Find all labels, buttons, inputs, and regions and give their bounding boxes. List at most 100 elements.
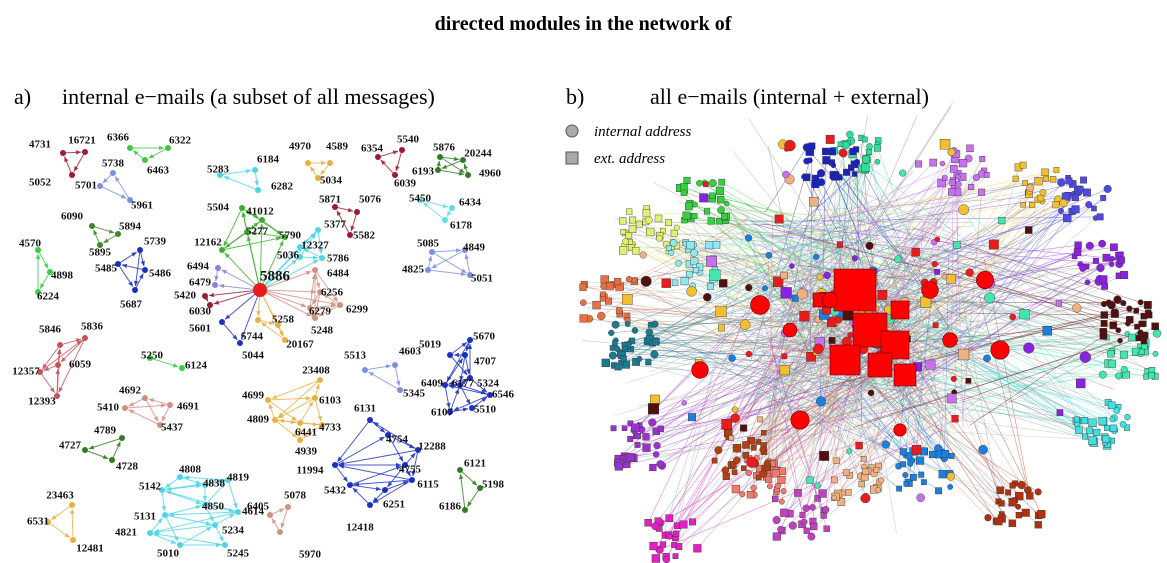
arrow-head	[93, 229, 98, 236]
arrow-head	[387, 481, 393, 487]
node	[988, 239, 999, 250]
figure-title: directed modules in the network of	[435, 13, 732, 35]
node	[842, 469, 850, 476]
hub-node	[921, 281, 939, 299]
node	[958, 159, 968, 168]
arrow-head	[133, 150, 139, 156]
edge	[165, 490, 239, 513]
node	[939, 160, 946, 167]
arrow-head	[446, 402, 451, 409]
edge	[695, 348, 855, 368]
node	[1074, 241, 1082, 249]
node	[467, 272, 473, 278]
node	[689, 518, 696, 526]
node	[1086, 427, 1093, 435]
node-label: 6124	[185, 360, 208, 372]
arrow-head	[310, 166, 315, 172]
node	[642, 443, 651, 452]
panel-title: all e−mails (internal + external)	[650, 84, 929, 109]
node	[1063, 213, 1072, 223]
arrow-head	[375, 486, 382, 491]
node	[947, 148, 956, 157]
node	[806, 157, 813, 164]
node	[779, 365, 790, 376]
node	[244, 229, 250, 235]
node	[642, 433, 650, 441]
node	[833, 457, 840, 464]
node	[932, 322, 939, 329]
node	[782, 170, 790, 179]
edge	[259, 289, 284, 337]
node	[645, 359, 652, 366]
node-label: 5510	[474, 404, 497, 416]
edge	[767, 397, 841, 468]
edge	[164, 505, 202, 516]
node	[873, 144, 881, 152]
edge	[809, 298, 858, 470]
edge	[881, 395, 1078, 425]
edge	[845, 287, 1037, 316]
arrow-head	[223, 240, 228, 247]
node	[860, 493, 871, 504]
edge	[750, 216, 1101, 222]
node	[1083, 188, 1091, 197]
node	[1152, 329, 1162, 338]
node	[1141, 331, 1149, 339]
node	[984, 292, 996, 304]
node	[1009, 313, 1017, 321]
node	[1053, 167, 1060, 173]
node	[1137, 299, 1144, 306]
node	[715, 305, 727, 317]
node	[866, 143, 873, 150]
panel-a-nodes: 4731 16721 5052 6366 6322 6463 5738 5701 5961 609…	[12, 132, 514, 561]
arrow-head	[276, 229, 282, 235]
node-label: 20167	[286, 339, 314, 351]
node-label: 6256	[321, 287, 344, 299]
node	[693, 544, 702, 553]
node	[692, 266, 700, 274]
edge	[866, 354, 897, 534]
node-label: 5131	[134, 511, 156, 523]
node	[910, 474, 917, 481]
node-label: 4754	[386, 434, 409, 446]
node	[1110, 243, 1118, 252]
arrow-head	[312, 421, 319, 427]
edge	[427, 269, 467, 276]
node	[809, 196, 819, 207]
arrow-head	[225, 242, 231, 248]
node-label: 6479	[189, 277, 212, 289]
node	[802, 504, 810, 512]
node	[718, 178, 726, 186]
arrow-head	[471, 480, 478, 486]
node	[1109, 321, 1118, 330]
node	[747, 436, 755, 445]
edge	[938, 333, 1158, 347]
node	[810, 522, 818, 531]
node	[708, 179, 717, 188]
arrow-head	[133, 280, 139, 287]
edge	[745, 203, 864, 267]
node	[839, 148, 848, 158]
edge	[259, 259, 319, 291]
edge	[587, 307, 888, 331]
node	[1115, 372, 1123, 380]
hub-node	[833, 268, 877, 312]
node	[688, 413, 697, 422]
node	[1099, 275, 1108, 283]
node	[55, 362, 61, 368]
edge	[668, 318, 799, 536]
node	[631, 423, 640, 432]
hub-node	[821, 291, 839, 309]
node	[731, 469, 738, 476]
edge	[964, 210, 1062, 350]
node	[608, 329, 615, 337]
node	[746, 456, 758, 468]
arrow-head	[213, 300, 220, 305]
node	[817, 169, 826, 178]
node-label: 5277	[246, 226, 269, 238]
node	[69, 502, 75, 508]
node	[731, 484, 741, 494]
node	[955, 174, 961, 180]
node-label: 5437	[161, 422, 184, 434]
node	[705, 241, 714, 250]
